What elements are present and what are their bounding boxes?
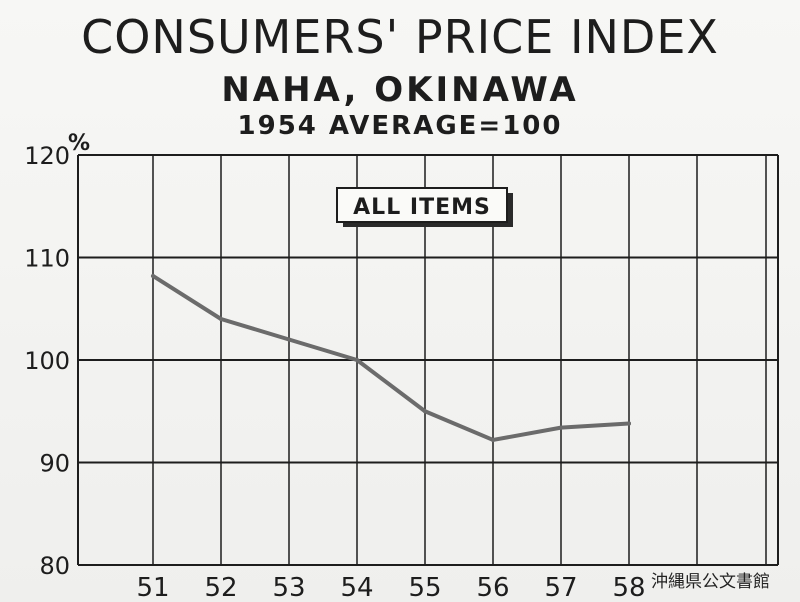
x-tick-label: 57 [544, 573, 577, 602]
chart-subtitle: NAHA, OKINAWA [221, 70, 579, 110]
x-tick-label: 55 [408, 573, 441, 602]
legend-label: ALL ITEMS [353, 195, 491, 220]
chart-note: 1954 AVERAGE=100 [237, 111, 563, 141]
x-tick-label: 54 [340, 573, 373, 602]
x-tick-label: 53 [272, 573, 305, 602]
axis-labels: 80 90 100 110 120 51 52 53 54 55 56 57 58 [24, 142, 645, 602]
legend: ALL ITEMS [336, 187, 513, 227]
x-tick-label: 51 [136, 573, 169, 602]
y-tick-label: 90 [39, 450, 70, 478]
data-point [559, 425, 563, 430]
series-all-items [151, 273, 631, 442]
x-tick-label: 58 [612, 573, 645, 602]
y-tick-label: 120 [24, 142, 70, 170]
series-line [151, 273, 631, 442]
x-tick-label: 56 [476, 573, 509, 602]
y-tick-label: 110 [24, 245, 70, 273]
grid-lines [77, 154, 779, 566]
y-unit-label: % [68, 131, 90, 156]
data-point [287, 337, 291, 342]
archive-watermark: 沖縄県公文書館 [651, 572, 770, 592]
data-point [491, 437, 495, 442]
legend-box [336, 187, 508, 223]
data-point [627, 421, 631, 426]
chart-title: CONSUMERS' PRICE INDEX [81, 10, 719, 64]
data-point [151, 273, 155, 278]
data-point [423, 409, 427, 414]
y-tick-label: 80 [39, 552, 70, 580]
data-point [219, 317, 223, 321]
x-tick-label: 52 [204, 573, 237, 602]
y-tick-label: 100 [24, 347, 70, 375]
data-point [355, 358, 359, 362]
